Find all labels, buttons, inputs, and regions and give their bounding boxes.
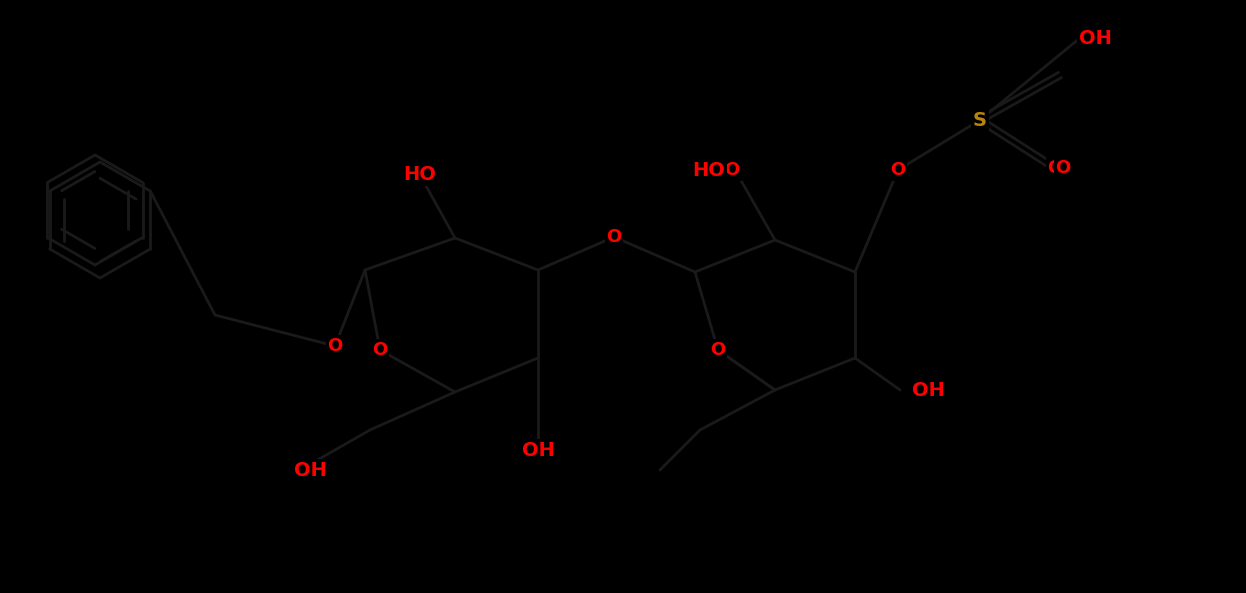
Text: O: O (373, 341, 388, 359)
Text: HO: HO (692, 161, 725, 180)
Text: OH: OH (1080, 29, 1110, 47)
Text: OH: OH (912, 381, 944, 400)
Text: O: O (710, 341, 725, 359)
Text: O: O (607, 228, 622, 246)
Text: O: O (891, 161, 906, 179)
Text: S: S (973, 110, 987, 129)
Text: O: O (891, 161, 906, 179)
Text: S: S (973, 111, 987, 129)
Text: HO: HO (404, 165, 436, 184)
Text: O: O (1055, 159, 1070, 177)
Text: O: O (1055, 159, 1070, 177)
Text: O: O (1048, 159, 1063, 177)
Text: HO: HO (710, 161, 740, 179)
Text: OH: OH (523, 441, 553, 459)
Text: OH: OH (912, 381, 942, 399)
Text: OH: OH (294, 461, 326, 480)
Text: O: O (328, 337, 343, 355)
Text: O: O (328, 337, 343, 355)
Text: O: O (891, 161, 906, 179)
Text: OH: OH (522, 441, 554, 460)
Text: OH: OH (1079, 28, 1111, 47)
Text: O: O (607, 228, 622, 246)
Text: OH: OH (295, 461, 325, 479)
Text: S: S (973, 111, 987, 129)
Text: OH: OH (405, 166, 435, 184)
